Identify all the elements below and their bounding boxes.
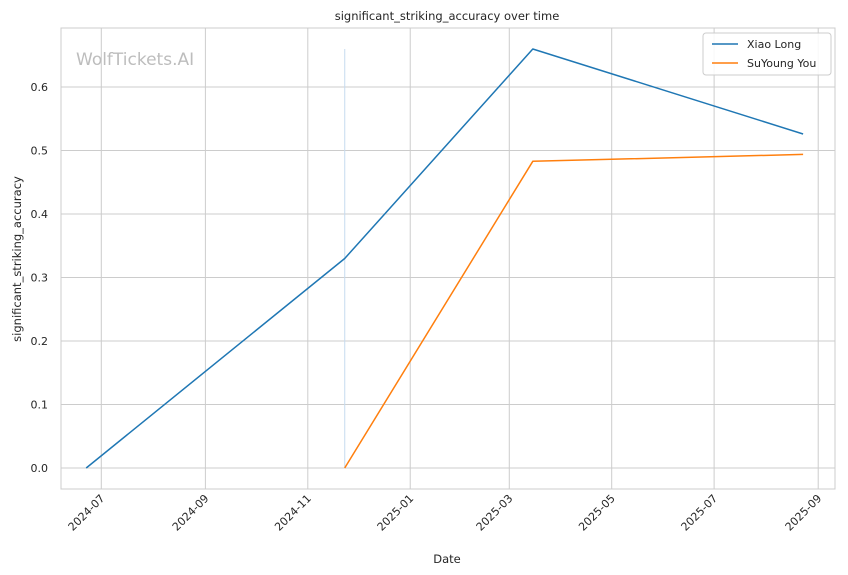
y-tick-label: 0.6 xyxy=(31,81,49,94)
series-lines xyxy=(85,48,804,469)
x-tick-label: 2024-11 xyxy=(272,492,314,534)
watermark: WolfTickets.AI xyxy=(76,50,194,70)
y-tick-label: 0.0 xyxy=(31,462,49,475)
x-tick-label: 2025-05 xyxy=(576,492,618,534)
x-axis-ticks: 2024-07 2024-09 2024-11 2025-01 2025-03 2025-… xyxy=(66,492,825,534)
y-axis-ticks: 0.0 0.1 0.2 0.3 0.4 0.5 0.6 xyxy=(31,81,49,475)
y-axis-title: significant_striking_accuracy xyxy=(10,176,24,342)
y-tick-label: 0.2 xyxy=(31,335,49,348)
x-tick-label: 2025-03 xyxy=(474,492,516,534)
x-tick-label: 2025-09 xyxy=(783,492,825,534)
y-tick-label: 0.4 xyxy=(31,208,49,221)
y-tick-label: 0.1 xyxy=(31,399,49,412)
series-line-xiao-long xyxy=(85,48,804,469)
y-tick-label: 0.5 xyxy=(31,145,49,158)
legend: Xiao Long SuYoung You xyxy=(702,32,832,76)
series-line-suyoung-you xyxy=(344,153,804,469)
grid xyxy=(61,28,835,489)
x-tick-label: 2025-01 xyxy=(375,492,417,534)
plot-frame xyxy=(60,27,836,490)
legend-label-xiao-long: Xiao Long xyxy=(747,38,801,51)
x-tick-label: 2025-07 xyxy=(679,492,721,534)
x-axis-title: Date xyxy=(433,552,461,566)
legend-label-suyoung-you: SuYoung You xyxy=(747,57,816,70)
x-tick-label: 2024-09 xyxy=(170,492,212,534)
y-tick-label: 0.3 xyxy=(31,272,49,285)
x-tick-label: 2024-07 xyxy=(66,492,108,534)
chart-title: significant_striking_accuracy over time xyxy=(335,9,560,23)
